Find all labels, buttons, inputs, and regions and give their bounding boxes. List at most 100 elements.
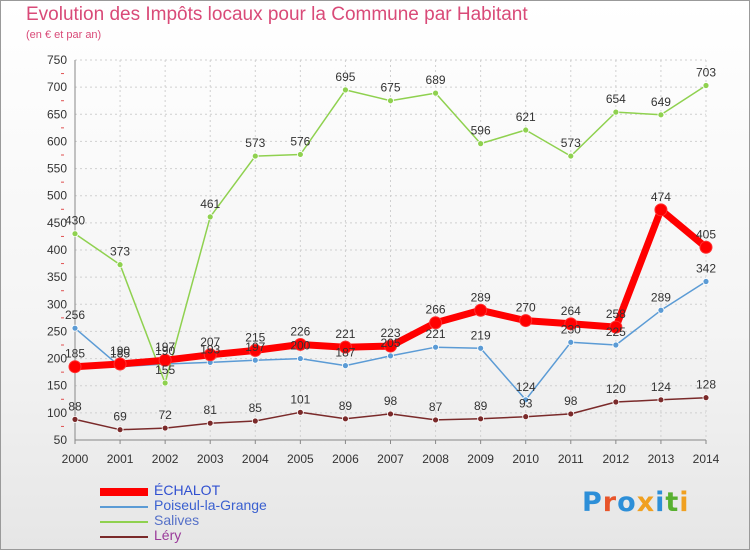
- data-label: 155: [155, 363, 175, 377]
- data-point: [432, 416, 439, 424]
- data-label: 573: [561, 136, 581, 150]
- data-label: 190: [155, 344, 175, 358]
- data-point: [116, 261, 124, 269]
- x-tick-label: 2012: [603, 452, 630, 466]
- data-label: 258: [606, 307, 626, 321]
- data-point: [116, 426, 124, 434]
- data-point: [474, 303, 488, 317]
- y-tick-label: 450: [47, 216, 67, 230]
- brand-logo: Proxiti: [582, 487, 690, 518]
- x-tick-label: 2005: [287, 452, 314, 466]
- data-label: 266: [426, 303, 446, 317]
- y-tick-label: 350: [47, 270, 67, 284]
- data-point: [657, 306, 665, 314]
- x-tick-label: 2000: [62, 452, 89, 466]
- data-label: 474: [651, 190, 671, 204]
- y-tick-label: 200: [47, 352, 67, 366]
- y-tick-label: 600: [47, 134, 67, 148]
- data-point: [654, 203, 668, 217]
- brand-letter: P: [582, 487, 603, 518]
- data-point: [612, 398, 620, 406]
- data-point: [68, 360, 82, 374]
- data-point: [567, 152, 575, 160]
- data-labels: 88 69 72 81 85 101 89 98 87 89 93 98 120 124 128 256 185…: [65, 66, 716, 424]
- data-label: 596: [471, 124, 491, 138]
- data-label: 98: [384, 394, 398, 408]
- data-label: 185: [110, 347, 130, 361]
- data-label: 72: [158, 408, 172, 422]
- x-tick-label: 2002: [152, 452, 179, 466]
- data-label: 85: [249, 401, 263, 415]
- data-point: [612, 341, 620, 349]
- chart-subtitle: (en € et par an): [26, 29, 102, 41]
- data-label: 89: [339, 399, 353, 413]
- x-tick-label: 2009: [467, 452, 494, 466]
- data-label: 87: [429, 400, 443, 414]
- data-label: 93: [519, 397, 533, 411]
- data-point: [71, 415, 79, 423]
- data-point: [342, 86, 349, 94]
- data-label: 573: [245, 136, 265, 150]
- data-point: [206, 419, 214, 427]
- data-point: [477, 415, 485, 423]
- data-label: 215: [245, 330, 265, 344]
- x-tick-label: 2001: [107, 452, 134, 466]
- data-label: 289: [471, 290, 491, 304]
- data-point: [702, 278, 710, 285]
- data-label: 576: [290, 134, 310, 148]
- data-label: 187: [335, 346, 355, 360]
- legend-swatch: [100, 488, 148, 496]
- data-label: 373: [110, 245, 130, 259]
- data-label: 430: [65, 214, 85, 228]
- brand-letter: x: [636, 487, 656, 518]
- data-point: [342, 362, 349, 370]
- data-label: 89: [474, 399, 488, 413]
- data-label: 207: [200, 335, 220, 349]
- data-label: 69: [113, 410, 127, 424]
- legend-swatch: [100, 536, 148, 538]
- y-tick-label: 650: [47, 107, 67, 121]
- x-tick-label: 2007: [377, 452, 404, 466]
- data-point: [702, 82, 710, 89]
- x-tick-label: 2008: [422, 452, 449, 466]
- data-point: [429, 316, 443, 330]
- data-point: [384, 339, 397, 353]
- brand-letter: t: [665, 487, 680, 518]
- legend-label: Poiseul-la-Grange: [154, 497, 267, 513]
- data-point: [251, 356, 259, 364]
- data-point: [567, 338, 575, 346]
- data-label: 223: [380, 326, 400, 340]
- data-label: 98: [564, 394, 578, 408]
- data-point: [699, 240, 713, 254]
- brand-letter: r: [602, 487, 618, 518]
- data-label: 405: [696, 227, 716, 241]
- data-point: [71, 230, 79, 238]
- y-tick-label: 50: [54, 433, 68, 447]
- data-point: [293, 337, 307, 351]
- data-point: [296, 355, 304, 362]
- legend-label: Léry: [154, 527, 182, 543]
- data-point: [522, 396, 530, 404]
- data-label: 120: [606, 382, 626, 396]
- data-label: 185: [65, 347, 85, 361]
- data-label: 649: [651, 95, 671, 109]
- data-point: [567, 410, 575, 418]
- x-tick-label: 2014: [693, 452, 720, 466]
- legend-label: Salives: [154, 512, 200, 528]
- data-point: [158, 353, 172, 367]
- series-poiseul-la-grange: [71, 278, 710, 404]
- y-tick-label: 750: [47, 53, 67, 67]
- legend-label: ÉCHALOT: [154, 482, 221, 498]
- data-label: 128: [696, 378, 716, 392]
- data-point: [477, 344, 485, 352]
- data-point: [251, 152, 259, 160]
- brand-letter: i: [679, 487, 690, 518]
- y-tick-label: 400: [47, 243, 67, 257]
- legend-swatch: [100, 506, 148, 508]
- data-point: [612, 108, 620, 116]
- data-label: 654: [606, 92, 626, 106]
- data-label: 221: [335, 327, 355, 341]
- data-label: 695: [335, 70, 355, 84]
- axes: 50 100 150 200 250 300 350 400 450 500 550 600 650 70…: [47, 53, 720, 466]
